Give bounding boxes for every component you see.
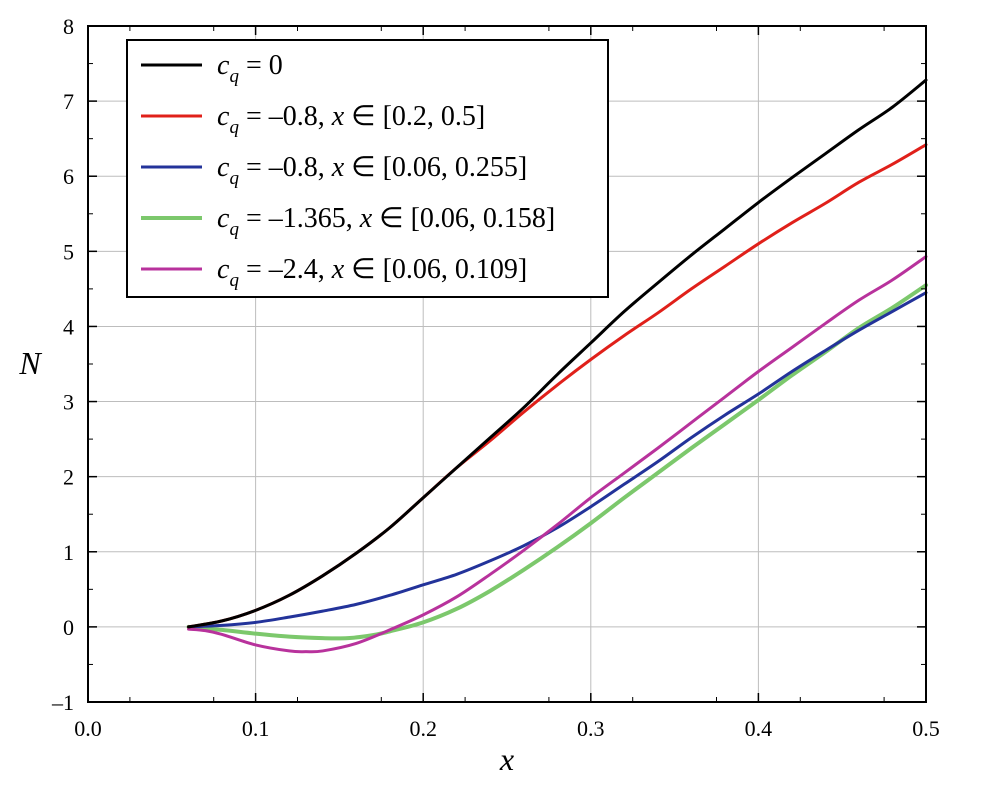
legend-label-3: cq = –0.8, x ∈ [0.06, 0.255] (217, 152, 527, 189)
y-tick-label: 8 (63, 14, 74, 39)
y-tick-label: 6 (63, 164, 74, 189)
x-tick-label: 0.1 (242, 716, 270, 741)
series-line-5 (187, 255, 928, 654)
y-tick-label: –1 (51, 690, 74, 715)
y-tick-label: 0 (63, 615, 74, 640)
y-tick-label: 1 (63, 540, 74, 565)
axis-ticks (87, 25, 927, 703)
x-tick-label: 0.2 (409, 716, 437, 741)
y-tick-label: 7 (63, 89, 74, 114)
x-tick-label: 0.3 (577, 716, 605, 741)
y-tick-label: 3 (63, 390, 74, 415)
x-tick-label: 0.0 (74, 716, 102, 741)
tick-labels: 0.0 0.1 0.2 0.3 0.4 0.5 –1 0 1 2 3 4 5 6 7 8 (51, 14, 940, 741)
series-line-3 (187, 291, 928, 629)
series-line-4 (186, 283, 928, 641)
legend-box (126, 39, 609, 298)
legend: cq = 0 cq = –0.8, x ∈ [0.2, 0.5] cq = –0.8… (126, 39, 609, 298)
x-tick-label: 0.5 (912, 716, 940, 741)
legend-label-5: cq = –2.4, x ∈ [0.06, 0.109] (217, 254, 527, 291)
series-layer (186, 78, 928, 654)
y-axis-label: N (18, 345, 42, 381)
legend-label-4: cq = –1.365, x ∈ [0.06, 0.158] (217, 203, 555, 240)
legend-label-2: cq = –0.8, x ∈ [0.2, 0.5] (217, 101, 485, 138)
x-axis-label: x (499, 741, 514, 777)
y-tick-label: 5 (63, 239, 74, 264)
series-line-1 (187, 78, 928, 629)
y-tick-label: 4 (63, 314, 74, 339)
legend-label-1: cq = 0 (217, 50, 283, 87)
y-tick-label: 2 (63, 465, 74, 490)
x-tick-label: 0.4 (745, 716, 773, 741)
